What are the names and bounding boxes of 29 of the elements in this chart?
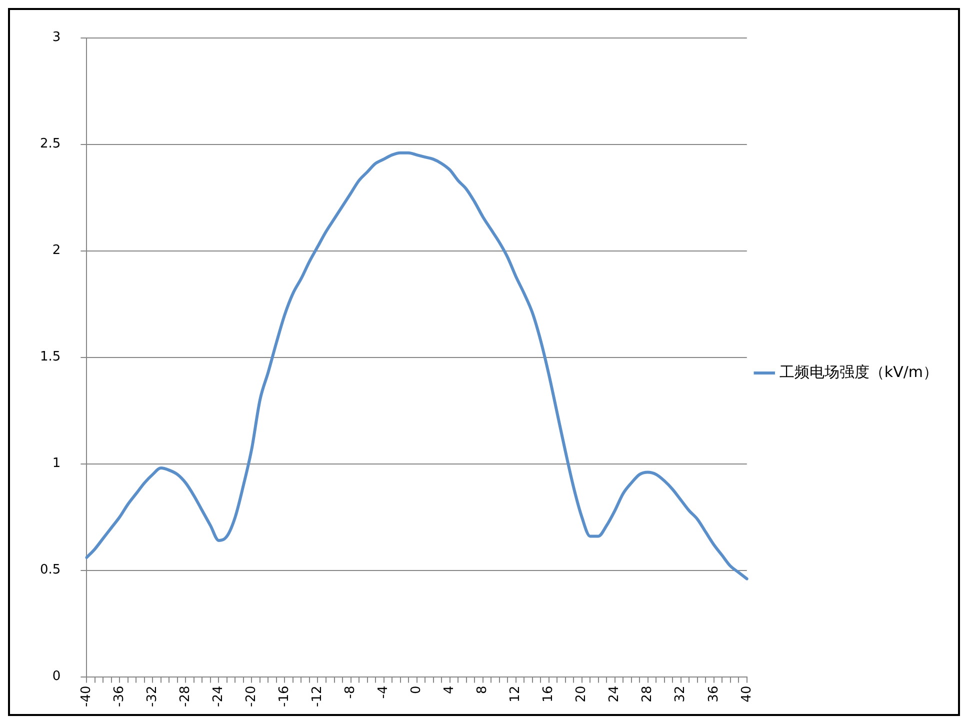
x-tick-label: 24 bbox=[607, 686, 622, 702]
x-tick-label: -24 bbox=[211, 686, 226, 707]
x-tick-label: -12 bbox=[310, 686, 326, 707]
x-tick-label: -16 bbox=[277, 686, 292, 707]
y-tick-label: 0 bbox=[52, 669, 61, 684]
x-tick-label: 40 bbox=[739, 686, 754, 702]
x-tick-label: -8 bbox=[343, 686, 358, 699]
x-tick-label: 28 bbox=[640, 686, 656, 702]
y-tick-label: 2 bbox=[52, 243, 61, 258]
y-tick-label: 1.5 bbox=[40, 350, 61, 365]
x-tick-label: -40 bbox=[79, 686, 94, 707]
y-tick-label: 1 bbox=[52, 456, 61, 472]
x-tick-label: 36 bbox=[706, 686, 722, 702]
x-tick-label: 12 bbox=[508, 686, 524, 702]
x-tick-label: 20 bbox=[574, 686, 590, 702]
y-tick-label: 3 bbox=[52, 30, 61, 46]
x-tick-label: -36 bbox=[112, 686, 128, 707]
x-tick-label: 8 bbox=[475, 686, 490, 694]
x-tick-label: 16 bbox=[541, 686, 556, 702]
y-tick-label: 0.5 bbox=[40, 562, 61, 578]
x-tick-label: -20 bbox=[244, 686, 260, 707]
x-tick-label: -32 bbox=[145, 686, 160, 707]
x-tick-label: 32 bbox=[673, 686, 688, 702]
y-tick-label: 2.5 bbox=[40, 136, 61, 152]
x-tick-label: 4 bbox=[442, 686, 458, 694]
x-tick-label: -4 bbox=[376, 686, 392, 699]
x-tick-label: -28 bbox=[178, 686, 194, 707]
legend-label: 工频电场强度（kV/m） bbox=[779, 362, 938, 381]
x-tick-label: 0 bbox=[409, 686, 424, 694]
